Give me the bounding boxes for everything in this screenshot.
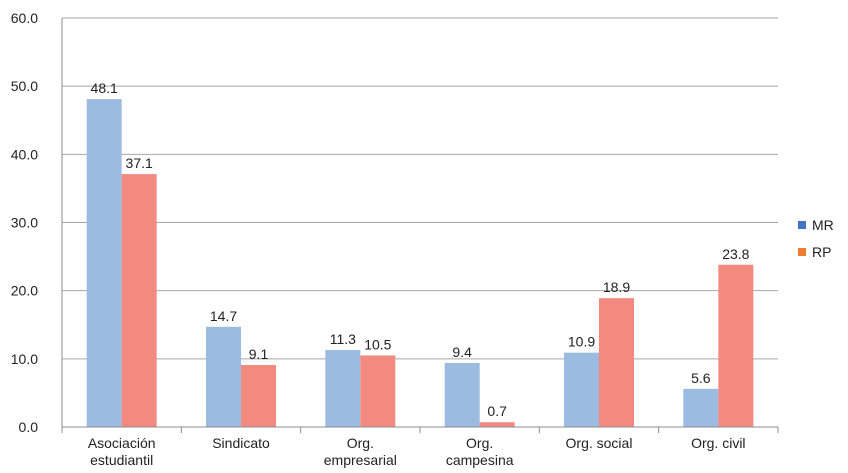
category-label: Org. empresarial [324,435,397,468]
y-tick-label: 20.0 [11,283,38,299]
axes [61,18,779,433]
data-label: 37.1 [126,155,153,171]
bar-mr [444,362,480,427]
category-label: Org. campesina [446,435,514,468]
data-label: 5.6 [691,370,711,386]
category-label: Org. civil [691,435,745,451]
legend-swatch-mr [798,221,806,229]
category-label-line: Org. [347,435,374,451]
bar-mr [325,349,361,427]
bar-rp [479,422,515,427]
category-label-line: Org. [466,435,493,451]
y-tick-label: 10.0 [11,351,38,367]
category-label-line: Org. civil [691,435,745,451]
y-tick-label: 40.0 [11,146,38,162]
data-label: 10.5 [364,336,391,352]
data-label: 9.4 [452,344,472,360]
bar-rp [121,174,157,427]
data-label: 9.1 [249,346,269,362]
data-labels: 48.1 37.1 14.7 9.1 11.3 10.5 9.4 0.7 10.9 18.9 5.6… [91,80,750,419]
bar-rp [241,364,276,427]
bar-mr [564,352,599,427]
data-label: 48.1 [91,80,118,96]
y-tick-label: 50.0 [11,78,38,94]
category-label-line: campesina [446,452,514,468]
legend-label: MR [812,217,834,233]
legend: MR RP [798,217,834,260]
y-tick-label: 60.0 [11,10,38,26]
y-axis-ticks: 0.0 10.0 20.0 30.0 40.0 50.0 60.0 [11,10,38,435]
bar-mr [683,388,719,427]
bar-rp [599,298,634,427]
data-label: 14.7 [210,308,237,324]
bar-mr [206,326,241,427]
data-label: 0.7 [487,403,507,419]
gridlines [62,17,778,360]
legend-swatch-rp [798,248,806,256]
data-label: 23.8 [722,246,749,262]
data-label: 10.9 [568,334,595,350]
category-label-line: empresarial [324,452,397,468]
y-tick-label: 0.0 [19,419,39,435]
category-label: Org. social [566,435,633,451]
category-label: Sindicato [212,435,270,451]
bar-rp [360,355,396,427]
category-label-line: Sindicato [212,435,270,451]
bar-mr [86,99,122,427]
category-label-line: estudiantil [90,452,153,468]
bar-rp [718,264,754,427]
bars [86,99,754,427]
category-label-line: Asociación [88,435,156,451]
data-label: 18.9 [603,279,630,295]
category-label: Asociación estudiantil [88,435,156,468]
data-label: 11.3 [330,331,356,347]
category-label-line: Org. social [566,435,633,451]
legend-label: RP [812,244,831,260]
y-tick-label: 30.0 [11,215,38,231]
